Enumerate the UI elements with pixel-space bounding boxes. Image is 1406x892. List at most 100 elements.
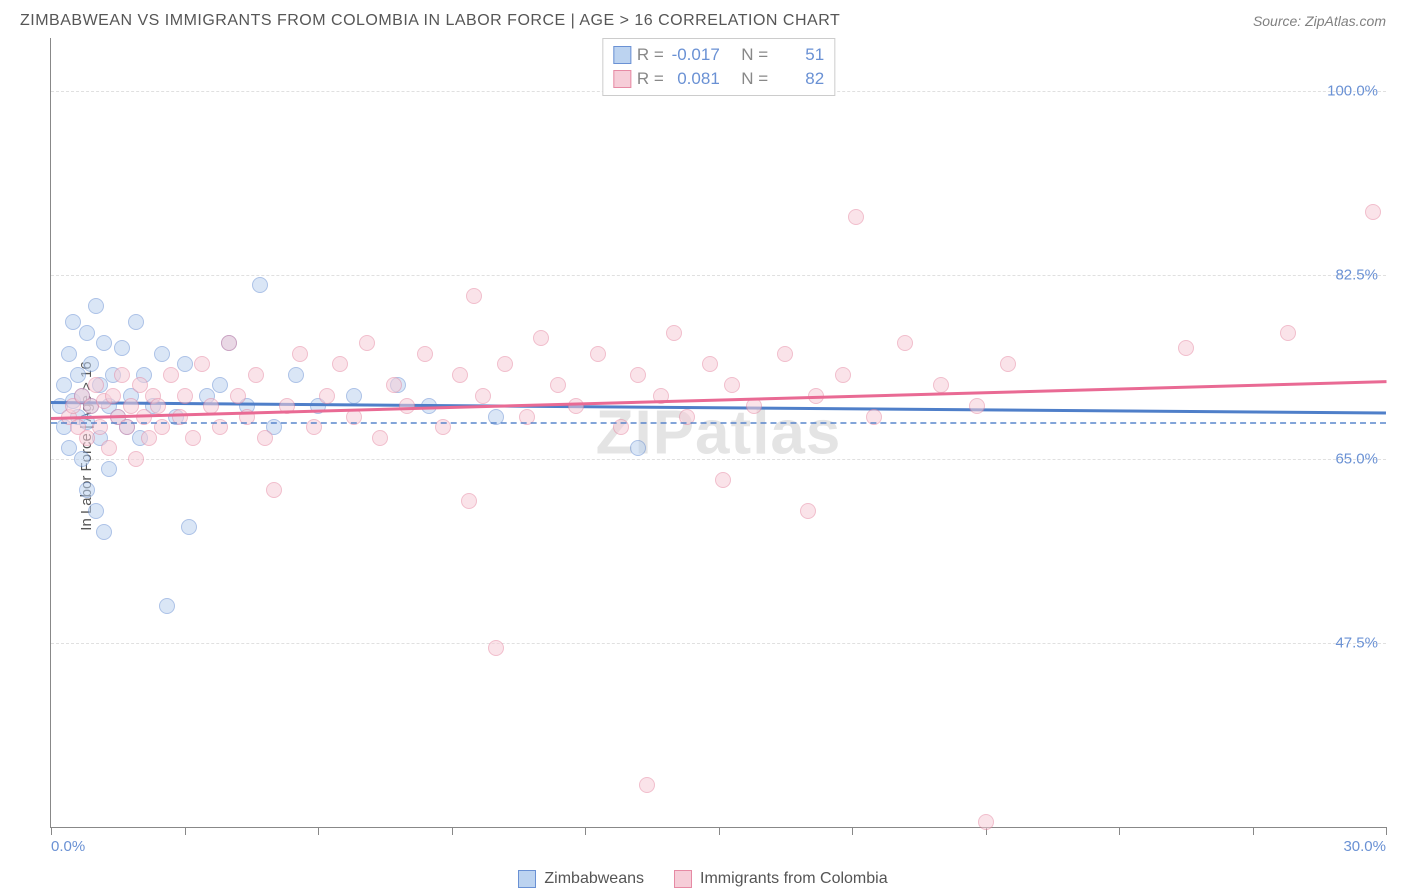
data-point xyxy=(185,430,201,446)
data-point xyxy=(288,367,304,383)
data-point xyxy=(461,493,477,509)
data-point xyxy=(96,335,112,351)
x-tick xyxy=(852,827,853,835)
x-tick xyxy=(585,827,586,835)
legend-label: Immigrants from Colombia xyxy=(700,870,888,888)
n-label: N = xyxy=(741,69,768,89)
y-tick-label: 82.5% xyxy=(1335,266,1378,283)
data-point xyxy=(319,388,335,404)
data-point xyxy=(88,377,104,393)
data-point xyxy=(79,325,95,341)
data-point xyxy=(1000,356,1016,372)
data-point xyxy=(590,346,606,362)
data-point xyxy=(777,346,793,362)
correlation-box: R = -0.017 N = 51 R = 0.081 N = 82 xyxy=(602,38,835,96)
data-point xyxy=(332,356,348,372)
data-point xyxy=(257,430,273,446)
correlation-row: R = 0.081 N = 82 xyxy=(613,67,824,91)
legend-item: Zimbabweans xyxy=(518,870,644,888)
data-point xyxy=(497,356,513,372)
data-point xyxy=(88,503,104,519)
x-tick xyxy=(1386,827,1387,835)
data-point xyxy=(248,367,264,383)
x-tick xyxy=(51,827,52,835)
data-point xyxy=(61,346,77,362)
data-point xyxy=(452,367,468,383)
x-tick xyxy=(1253,827,1254,835)
data-point xyxy=(630,440,646,456)
r-label: R = xyxy=(637,69,664,89)
data-point xyxy=(181,519,197,535)
data-point xyxy=(359,335,375,351)
data-point xyxy=(83,356,99,372)
legend: Zimbabweans Immigrants from Colombia xyxy=(0,870,1406,888)
r-label: R = xyxy=(637,45,664,65)
data-point xyxy=(221,335,237,351)
x-tick-label: 30.0% xyxy=(1343,838,1386,855)
data-point xyxy=(475,388,491,404)
data-point xyxy=(266,482,282,498)
data-point xyxy=(56,377,72,393)
y-tick-label: 47.5% xyxy=(1335,634,1378,651)
data-point xyxy=(533,330,549,346)
data-point xyxy=(386,377,402,393)
x-tick xyxy=(1119,827,1120,835)
data-point xyxy=(724,377,740,393)
y-tick-label: 65.0% xyxy=(1335,450,1378,467)
data-point xyxy=(639,777,655,793)
data-point xyxy=(372,430,388,446)
data-point xyxy=(70,367,86,383)
series-swatch-icon xyxy=(613,70,631,88)
n-value: 82 xyxy=(774,69,824,89)
data-point xyxy=(969,398,985,414)
x-tick-label: 0.0% xyxy=(51,838,85,855)
data-point xyxy=(101,461,117,477)
data-point xyxy=(978,814,994,830)
data-point xyxy=(79,482,95,498)
n-label: N = xyxy=(741,45,768,65)
legend-swatch-icon xyxy=(518,870,536,888)
data-point xyxy=(568,398,584,414)
data-point xyxy=(128,451,144,467)
data-point xyxy=(715,472,731,488)
data-point xyxy=(114,340,130,356)
r-value: 0.081 xyxy=(670,69,720,89)
data-point xyxy=(466,288,482,304)
data-point xyxy=(79,430,95,446)
data-point xyxy=(1365,204,1381,220)
data-point xyxy=(105,388,121,404)
data-point xyxy=(488,640,504,656)
gridline xyxy=(51,643,1386,644)
gridline xyxy=(51,275,1386,276)
data-point xyxy=(897,335,913,351)
data-point xyxy=(141,430,157,446)
data-point xyxy=(417,346,433,362)
data-point xyxy=(292,346,308,362)
data-point xyxy=(101,440,117,456)
r-value: -0.017 xyxy=(670,45,720,65)
data-point xyxy=(96,524,112,540)
data-point xyxy=(630,367,646,383)
x-tick xyxy=(452,827,453,835)
data-point xyxy=(550,377,566,393)
x-tick xyxy=(185,827,186,835)
data-point xyxy=(746,398,762,414)
x-tick xyxy=(719,827,720,835)
y-tick-label: 100.0% xyxy=(1327,82,1378,99)
data-point xyxy=(177,356,193,372)
source-attribution: Source: ZipAtlas.com xyxy=(1253,13,1386,29)
data-point xyxy=(128,314,144,330)
data-point xyxy=(177,388,193,404)
data-point xyxy=(194,356,210,372)
gridline xyxy=(51,459,1386,460)
data-point xyxy=(666,325,682,341)
data-point xyxy=(1178,340,1194,356)
data-point xyxy=(159,598,175,614)
data-point xyxy=(1280,325,1296,341)
series-swatch-icon xyxy=(613,46,631,64)
chart-title: ZIMBABWEAN VS IMMIGRANTS FROM COLOMBIA I… xyxy=(20,12,840,30)
data-point xyxy=(114,367,130,383)
data-point xyxy=(933,377,949,393)
data-point xyxy=(346,388,362,404)
legend-label: Zimbabweans xyxy=(544,870,644,888)
